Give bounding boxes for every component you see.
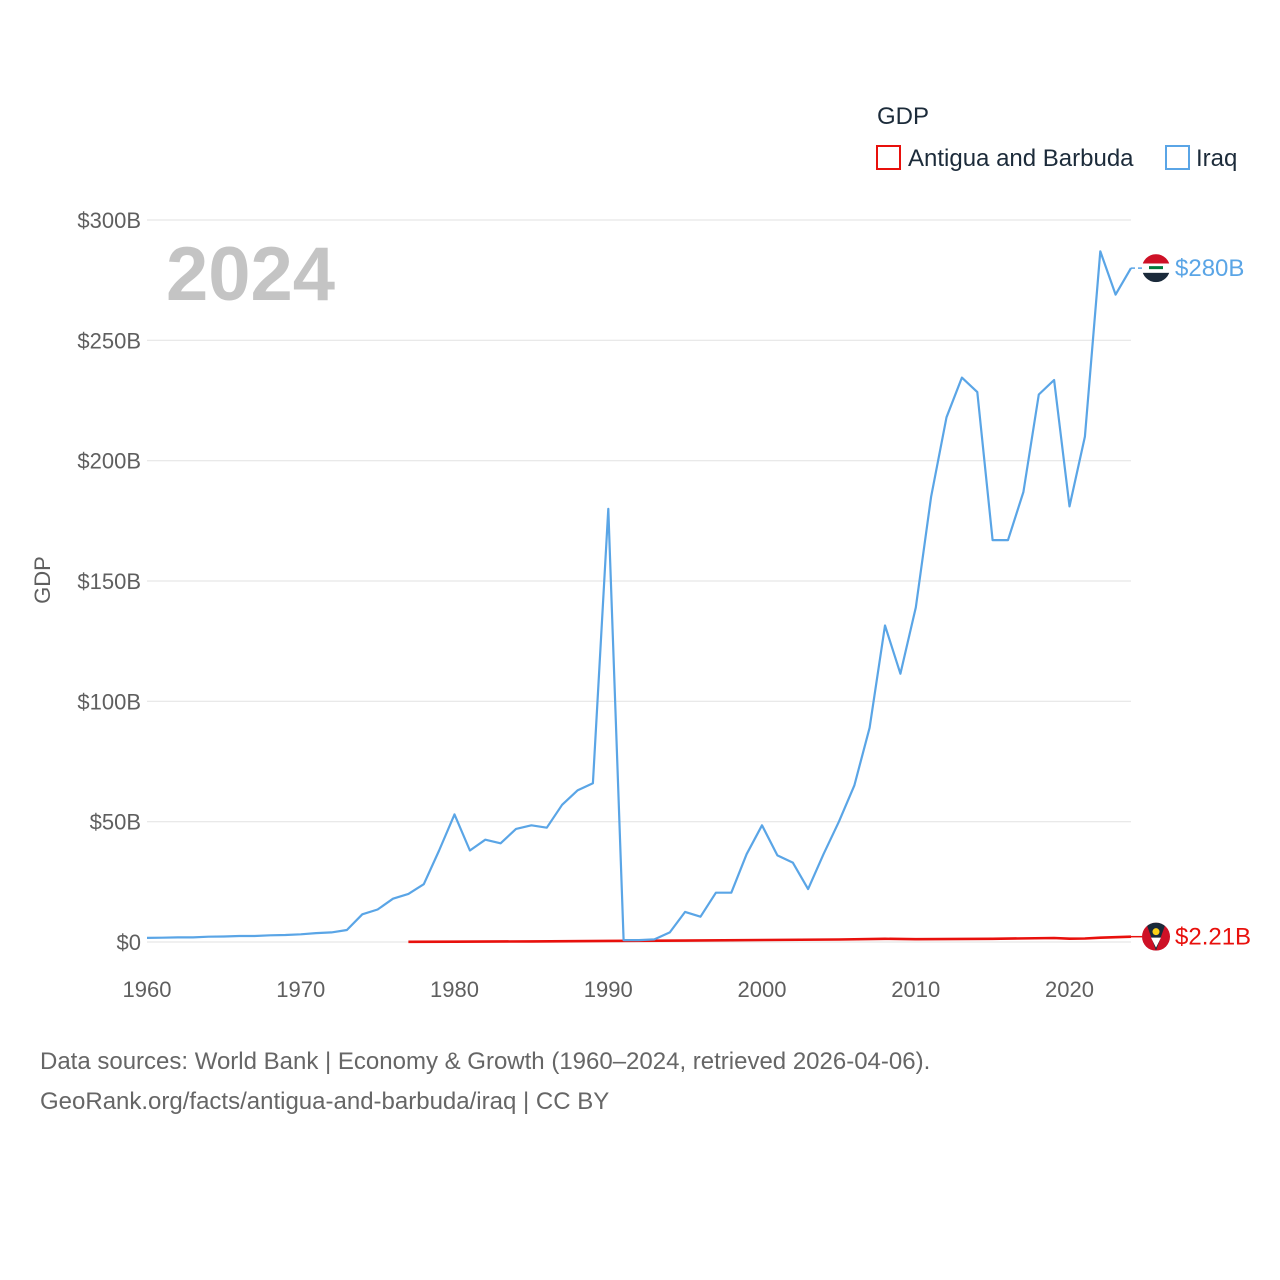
y-axis-ticks: $0 $50B $100B $150B $200B $250B $300B (77, 208, 141, 955)
series-line-iraq[interactable] (146, 250, 1132, 942)
y-axis-label: GDP (30, 556, 55, 604)
x-axis-ticks: 1960 1970 1980 1990 2000 2010 2020 (123, 977, 1094, 1002)
y-tick-label: $100B (77, 689, 141, 714)
legend-label-iraq: Iraq (1196, 145, 1237, 172)
gridlines (147, 219, 1131, 943)
iraq-flag-icon (1142, 254, 1170, 283)
year-watermark: 2024 (166, 232, 335, 317)
x-tick-label: 1960 (123, 977, 172, 1002)
end-markers: $2.21B $280B (1131, 254, 1251, 951)
series-lines (146, 250, 1132, 944)
y-tick-label: $200B (77, 449, 141, 474)
data-source-note: Data sources: World Bank | Economy & Gro… (40, 1042, 930, 1122)
x-tick-label: 2000 (738, 977, 787, 1002)
x-tick-label: 1990 (584, 977, 633, 1002)
end-value-label: $280B (1175, 255, 1244, 282)
antigua-and-barbuda-flag-icon (1142, 922, 1170, 951)
legend-item-iraq[interactable]: Iraq (1165, 145, 1237, 172)
source-line-1: Data sources: World Bank | Economy & Gro… (40, 1048, 931, 1075)
x-tick-label: 1970 (276, 977, 325, 1002)
x-tick-label: 1980 (430, 977, 479, 1002)
x-tick-label: 2010 (891, 977, 940, 1002)
y-tick-label: $0 (117, 930, 141, 955)
legend: GDP Antigua and Barbuda Iraq (876, 103, 1237, 172)
y-tick-label: $300B (77, 208, 141, 233)
legend-title: GDP (877, 103, 929, 130)
y-tick-label: $50B (90, 810, 141, 835)
source-line-2[interactable]: GeoRank.org/facts/antigua-and-barbuda/ir… (40, 1088, 610, 1115)
end-value-label: $2.21B (1175, 924, 1251, 951)
series-line-antigua-and-barbuda[interactable] (408, 935, 1132, 944)
legend-item-antigua-and-barbuda[interactable]: Antigua and Barbuda (876, 145, 1134, 172)
legend-swatch-antigua (876, 145, 901, 170)
y-tick-label: $250B (77, 328, 141, 353)
legend-label-antigua: Antigua and Barbuda (908, 145, 1134, 172)
x-tick-label: 2020 (1045, 977, 1094, 1002)
y-tick-label: $150B (77, 569, 141, 594)
legend-swatch-iraq (1165, 145, 1190, 170)
